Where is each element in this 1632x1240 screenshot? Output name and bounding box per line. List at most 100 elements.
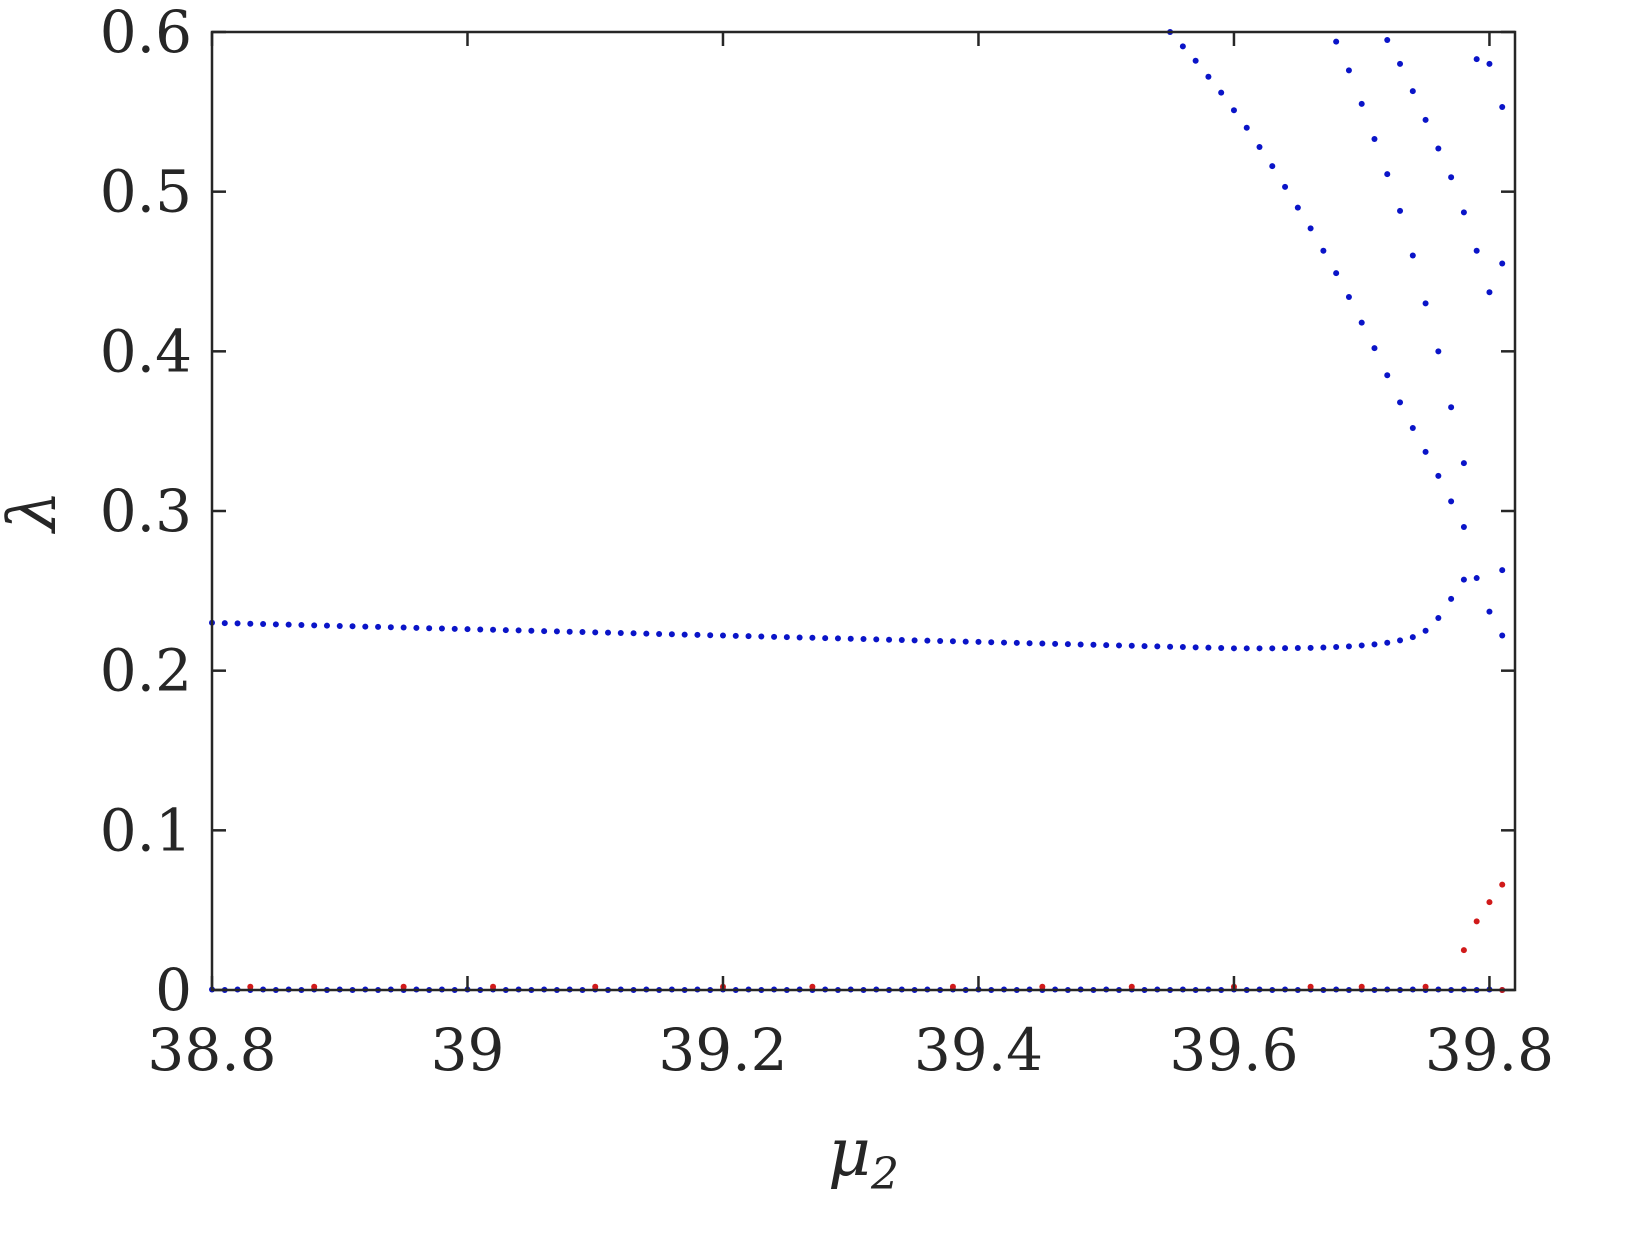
blue-point bbox=[1167, 643, 1174, 650]
y-tick-label: 0 bbox=[155, 956, 192, 1024]
blue-point bbox=[451, 625, 458, 632]
blue-point bbox=[1499, 104, 1506, 111]
x-tick-label: 38.8 bbox=[147, 1016, 276, 1084]
blue-point bbox=[1320, 247, 1327, 254]
blue-point bbox=[247, 620, 254, 627]
blue-point bbox=[643, 630, 650, 637]
blue-point bbox=[349, 623, 356, 630]
blue-point bbox=[1409, 424, 1416, 431]
blue-point bbox=[1269, 163, 1276, 170]
blue-point bbox=[234, 620, 241, 627]
y-tick-label: 0.6 bbox=[100, 0, 192, 66]
blue-point bbox=[1435, 145, 1442, 152]
blue-point bbox=[1358, 319, 1365, 326]
y-tick-labels: 0 0.1 0.2 0.3 0.4 0.5 0.6 bbox=[100, 0, 192, 1024]
blue-point bbox=[1218, 644, 1225, 651]
blue-point bbox=[1052, 640, 1059, 647]
series-1 bbox=[1167, 29, 1493, 615]
blue-point bbox=[1473, 247, 1480, 254]
blue-point bbox=[988, 639, 995, 646]
red-point bbox=[1460, 947, 1467, 954]
blue-point bbox=[566, 628, 573, 635]
blue-point bbox=[1397, 637, 1404, 644]
blue-point bbox=[323, 622, 330, 629]
blue-point bbox=[656, 630, 663, 637]
blue-point bbox=[873, 636, 880, 643]
blue-point bbox=[771, 633, 778, 640]
blue-point bbox=[1269, 645, 1276, 652]
blue-point bbox=[1448, 174, 1455, 181]
blue-point bbox=[387, 624, 394, 631]
series-6 bbox=[247, 983, 1506, 993]
blue-point bbox=[1090, 641, 1097, 648]
y-tick-label: 0.2 bbox=[100, 637, 192, 705]
blue-point bbox=[1371, 135, 1378, 142]
blue-point bbox=[541, 628, 548, 635]
red-point bbox=[490, 983, 497, 990]
blue-point bbox=[694, 631, 701, 638]
blue-point bbox=[1205, 644, 1212, 651]
blue-point bbox=[898, 637, 905, 644]
blue-point bbox=[1486, 608, 1493, 615]
blue-point bbox=[860, 636, 867, 643]
blue-point bbox=[719, 632, 726, 639]
x-tick-labels: 38.8 39 39.2 39.4 39.6 39.8 bbox=[147, 1016, 1554, 1084]
blue-point bbox=[1333, 270, 1340, 277]
blue-point bbox=[298, 622, 305, 629]
blue-point bbox=[1358, 642, 1365, 649]
axis-ticks bbox=[210, 30, 1515, 992]
blue-point bbox=[464, 626, 471, 633]
blue-point bbox=[617, 629, 624, 636]
blue-point bbox=[732, 632, 739, 639]
red-point bbox=[1422, 983, 1429, 990]
blue-point bbox=[937, 637, 944, 644]
blue-point bbox=[528, 627, 535, 634]
blue-point bbox=[1473, 575, 1480, 582]
blue-point bbox=[438, 625, 445, 632]
blue-point bbox=[1435, 614, 1442, 621]
blue-point bbox=[426, 625, 433, 632]
blue-point bbox=[1371, 641, 1378, 648]
blue-point bbox=[1256, 143, 1263, 150]
x-tick-label: 39 bbox=[431, 1016, 505, 1084]
blue-point bbox=[1039, 640, 1046, 647]
blue-point bbox=[949, 638, 956, 645]
y-tick-label: 0.1 bbox=[100, 796, 192, 864]
red-point bbox=[1039, 983, 1046, 990]
blue-point bbox=[975, 638, 982, 645]
blue-point bbox=[515, 627, 522, 634]
blue-point bbox=[1294, 644, 1301, 651]
blue-point bbox=[1320, 644, 1327, 651]
blue-point bbox=[1230, 107, 1237, 114]
blue-point bbox=[592, 629, 599, 636]
blue-point bbox=[1473, 56, 1480, 63]
red-point bbox=[1473, 918, 1480, 925]
series-7 bbox=[1460, 881, 1506, 954]
red-point bbox=[809, 983, 816, 990]
series-3 bbox=[1384, 36, 1493, 296]
blue-point bbox=[260, 621, 267, 628]
red-point bbox=[1128, 983, 1135, 990]
blue-point bbox=[1333, 644, 1340, 651]
blue-point bbox=[847, 635, 854, 642]
blue-point bbox=[490, 626, 497, 633]
y-tick-label: 0.4 bbox=[100, 317, 192, 385]
blue-point bbox=[1282, 183, 1289, 190]
x-tick-label: 39.8 bbox=[1425, 1016, 1554, 1084]
blue-point bbox=[1192, 644, 1199, 651]
blue-point bbox=[1486, 60, 1493, 67]
blue-point bbox=[886, 636, 893, 643]
y-axis-label: λ bbox=[0, 490, 71, 535]
red-point bbox=[400, 983, 407, 990]
blue-point bbox=[1128, 642, 1135, 649]
blue-point bbox=[1499, 632, 1506, 639]
blue-point bbox=[1409, 88, 1416, 95]
blue-point bbox=[681, 631, 688, 638]
y-tick-label: 0.5 bbox=[100, 158, 192, 226]
blue-point bbox=[1192, 57, 1199, 64]
blue-point bbox=[362, 623, 369, 630]
blue-point bbox=[1422, 116, 1429, 123]
blue-point bbox=[1001, 639, 1008, 646]
blue-point bbox=[1448, 595, 1455, 602]
